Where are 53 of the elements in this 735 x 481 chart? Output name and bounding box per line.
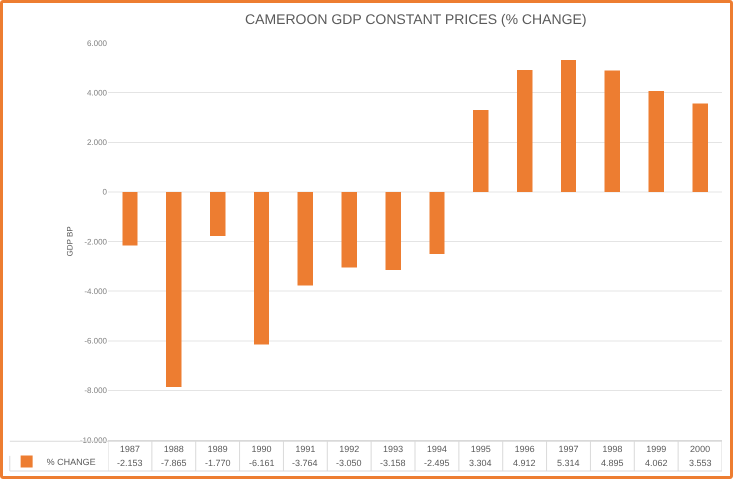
x-tick-label: 1996	[514, 444, 535, 454]
bar	[648, 91, 664, 192]
data-label: 5.314	[557, 458, 580, 468]
data-label: -7.865	[161, 458, 187, 468]
data-label: -6.161	[249, 458, 275, 468]
data-label: 4.912	[513, 458, 536, 468]
x-tick-label: 1988	[164, 444, 184, 454]
y-tick-label: 2.000	[86, 138, 108, 148]
bar	[342, 192, 357, 268]
x-tick-label: 1993	[383, 444, 404, 454]
y-tick-label: 0	[102, 188, 108, 197]
x-tick-label: 1987	[120, 444, 140, 454]
data-label: 3.304	[469, 458, 492, 468]
x-tick-label: 1997	[558, 444, 579, 454]
bar	[210, 192, 226, 236]
data-label: 4.062	[645, 458, 668, 468]
data-label: 3.553	[689, 458, 712, 468]
bar	[429, 192, 445, 254]
data-label: -3.764	[292, 458, 318, 468]
bar	[298, 192, 314, 286]
y-tick-label: -4.000	[84, 286, 108, 296]
x-tick-label: 1995	[470, 444, 491, 454]
bar	[560, 60, 576, 192]
x-tick-label: 1989	[208, 444, 228, 454]
data-label: 4.895	[601, 458, 624, 468]
bar	[254, 192, 270, 345]
y-tick-label: -2.000	[84, 237, 108, 246]
bar	[122, 192, 138, 246]
data-label: -1.770	[205, 458, 231, 468]
data-label: -2.495	[424, 458, 450, 468]
legend-label: % CHANGE	[46, 457, 96, 468]
y-tick-label: 6.000	[86, 38, 108, 48]
data-label: -2.153	[117, 458, 143, 468]
x-tick-label: 1990	[251, 444, 272, 454]
bar	[692, 104, 708, 192]
data-label: -3.158	[380, 458, 406, 468]
bar	[166, 192, 182, 388]
y-tick-label: 4.000	[86, 88, 108, 98]
x-tick-label: 1998	[602, 444, 622, 454]
bar	[385, 192, 401, 270]
chart-title: CAMEROON GDP CONSTANT PRICES (% CHANGE)	[245, 11, 586, 27]
data-label: -3.050	[336, 458, 362, 468]
bar	[604, 70, 620, 192]
x-tick-label: 1992	[339, 444, 360, 454]
bar	[516, 70, 532, 192]
y-tick-label: -8.000	[84, 386, 108, 396]
bar	[473, 110, 488, 192]
x-tick-label: 2000	[690, 444, 710, 454]
x-tick-label: 1994	[426, 444, 447, 454]
x-tick-label: 1999	[646, 444, 666, 454]
y-axis-title: GDP BP	[65, 226, 74, 256]
y-tick-label: -6.000	[84, 336, 108, 346]
x-tick-label: 1991	[295, 444, 316, 454]
